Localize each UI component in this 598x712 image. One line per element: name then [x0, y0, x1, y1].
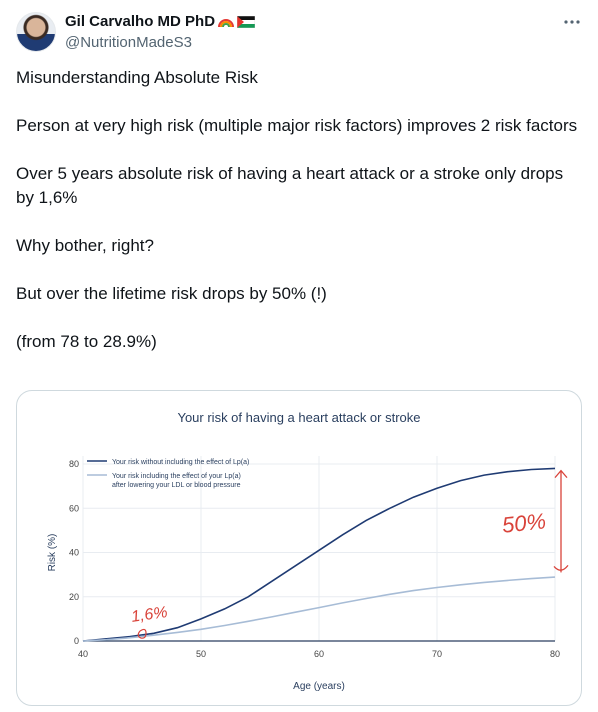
author-name[interactable]: Gil Carvalho MD PhD — [65, 13, 216, 30]
x-tick-label: 60 — [314, 649, 324, 659]
palestine-flag-icon — [237, 15, 256, 28]
y-tick-label: 60 — [69, 503, 79, 513]
chart-title: Your risk of having a heart attack or st… — [177, 410, 421, 425]
y-tick-label: 0 — [74, 636, 79, 646]
author-handle[interactable]: @NutritionMadeS3 — [65, 34, 192, 51]
annotation-arrow-head-down — [553, 565, 569, 571]
annotation-arrow-head-up — [554, 469, 568, 479]
y-tick-label: 40 — [69, 548, 79, 558]
tweet-paragraph: (from 78 to 28.9%) — [16, 332, 157, 351]
risk-chart: 0 20 40 60 80 40 50 60 70 80 Age (years) Risk (%) Yo… — [47, 456, 569, 692]
annotation-small-mark — [137, 628, 147, 639]
series-line-1 — [82, 467, 556, 642]
tweet-text: Misunderstanding Absolute Risk Person at… — [16, 66, 582, 378]
legend-label: Your risk including the effect of your L… — [112, 473, 241, 480]
tweet-header: Gil Carvalho MD PhD @NutritionMadeS3 — [16, 12, 582, 54]
y-tick-label: 20 — [69, 592, 79, 602]
annotation-small-drop: 1,6% — [130, 604, 168, 626]
x-tick-label: 50 — [196, 649, 206, 659]
tweet-paragraph: Person at very high risk (multiple major… — [16, 116, 578, 135]
author-row: Gil Carvalho MD PhD — [65, 13, 256, 30]
rainbow-emoji-icon — [218, 18, 235, 27]
legend-label-continued: after lowering your LDL or blood pressur… — [112, 482, 241, 489]
y-tick-label: 80 — [69, 459, 79, 469]
y-axis-label: Risk (%) — [47, 534, 58, 572]
series-line-2 — [82, 576, 556, 642]
more-horizontal-icon[interactable] — [562, 14, 582, 30]
x-tick-label: 40 — [78, 649, 88, 659]
tweet-paragraph: Over 5 years absolute risk of having a h… — [16, 164, 568, 207]
annotation-large-drop: 50% — [501, 508, 547, 537]
x-tick-label: 70 — [432, 649, 442, 659]
x-axis-label: Age (years) — [293, 681, 345, 692]
media-card[interactable]: Your risk of having a heart attack or st… — [16, 390, 582, 706]
tweet-paragraph: Misunderstanding Absolute Risk — [16, 68, 258, 87]
tweet-paragraph: Why bother, right? — [16, 236, 154, 255]
x-tick-label: 80 — [550, 649, 560, 659]
tweet-paragraph: But over the lifetime risk drops by 50% … — [16, 284, 327, 303]
avatar[interactable] — [16, 12, 56, 52]
legend-label: Your risk without including the effect o… — [112, 459, 249, 466]
